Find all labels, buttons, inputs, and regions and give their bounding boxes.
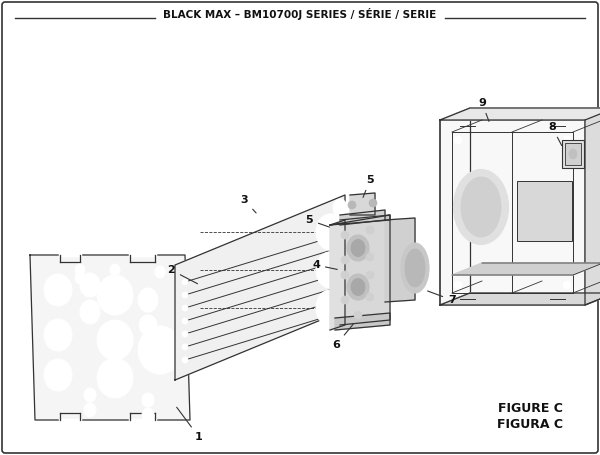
Circle shape [366, 226, 374, 234]
Circle shape [341, 296, 349, 304]
Circle shape [454, 136, 462, 144]
Ellipse shape [155, 266, 165, 278]
Ellipse shape [138, 288, 158, 312]
Ellipse shape [97, 358, 133, 398]
Ellipse shape [80, 300, 100, 324]
Circle shape [182, 279, 188, 285]
Text: 6: 6 [332, 324, 353, 350]
Text: 8: 8 [548, 122, 562, 146]
Ellipse shape [44, 359, 72, 391]
Ellipse shape [351, 278, 365, 295]
Circle shape [341, 271, 349, 279]
Ellipse shape [84, 403, 96, 417]
Ellipse shape [333, 199, 347, 217]
Polygon shape [385, 218, 415, 302]
Ellipse shape [142, 393, 154, 407]
Polygon shape [335, 313, 390, 330]
Ellipse shape [401, 243, 429, 293]
Polygon shape [330, 215, 390, 225]
Text: FIGURE C: FIGURE C [497, 401, 562, 415]
Ellipse shape [75, 264, 85, 276]
Ellipse shape [351, 239, 365, 257]
Polygon shape [340, 215, 390, 325]
Polygon shape [330, 220, 345, 330]
Ellipse shape [347, 274, 369, 300]
Ellipse shape [75, 272, 85, 284]
Ellipse shape [97, 320, 133, 360]
Polygon shape [440, 293, 600, 305]
Polygon shape [340, 210, 385, 225]
Circle shape [454, 281, 462, 289]
Ellipse shape [316, 290, 344, 326]
Text: BLACK MAX – BM10700J SERIES / SÉRIE / SERIE: BLACK MAX – BM10700J SERIES / SÉRIE / SE… [163, 8, 437, 20]
Ellipse shape [347, 235, 369, 261]
Circle shape [366, 271, 374, 279]
Circle shape [563, 136, 571, 144]
Ellipse shape [44, 319, 72, 351]
Ellipse shape [461, 177, 501, 237]
Circle shape [354, 311, 362, 319]
Text: 3: 3 [241, 195, 256, 213]
Polygon shape [440, 108, 600, 120]
Ellipse shape [110, 264, 120, 276]
Circle shape [563, 281, 571, 289]
Circle shape [366, 293, 374, 301]
Ellipse shape [139, 315, 157, 335]
Ellipse shape [316, 214, 344, 250]
Bar [517, 181, 572, 241]
Ellipse shape [142, 408, 154, 422]
Polygon shape [585, 108, 600, 305]
Bar [562, 140, 584, 168]
Ellipse shape [44, 274, 72, 306]
Circle shape [366, 253, 374, 261]
Polygon shape [440, 120, 585, 305]
Text: FIGURA C: FIGURA C [497, 419, 563, 431]
Circle shape [182, 344, 188, 350]
Ellipse shape [84, 388, 96, 402]
Text: 1: 1 [176, 407, 203, 442]
Circle shape [369, 199, 377, 207]
Text: 5: 5 [305, 215, 329, 227]
Ellipse shape [454, 170, 509, 244]
Ellipse shape [405, 249, 425, 287]
Text: 4: 4 [312, 260, 337, 270]
Text: 2: 2 [167, 265, 197, 284]
Polygon shape [175, 195, 345, 380]
Circle shape [341, 231, 349, 239]
Bar [565, 143, 581, 165]
Circle shape [182, 305, 188, 311]
Circle shape [182, 318, 188, 324]
Polygon shape [350, 193, 375, 215]
Ellipse shape [97, 275, 133, 315]
Ellipse shape [569, 149, 577, 159]
Text: 7: 7 [428, 291, 456, 305]
Ellipse shape [316, 252, 344, 288]
Polygon shape [30, 255, 190, 420]
Circle shape [348, 201, 356, 209]
Polygon shape [452, 263, 600, 275]
Circle shape [341, 256, 349, 264]
Text: 5: 5 [363, 175, 374, 197]
Text: 9: 9 [478, 98, 489, 121]
Ellipse shape [138, 326, 182, 374]
Circle shape [182, 292, 188, 298]
Ellipse shape [80, 273, 100, 297]
Polygon shape [470, 108, 600, 293]
Circle shape [182, 331, 188, 337]
Circle shape [182, 357, 188, 363]
